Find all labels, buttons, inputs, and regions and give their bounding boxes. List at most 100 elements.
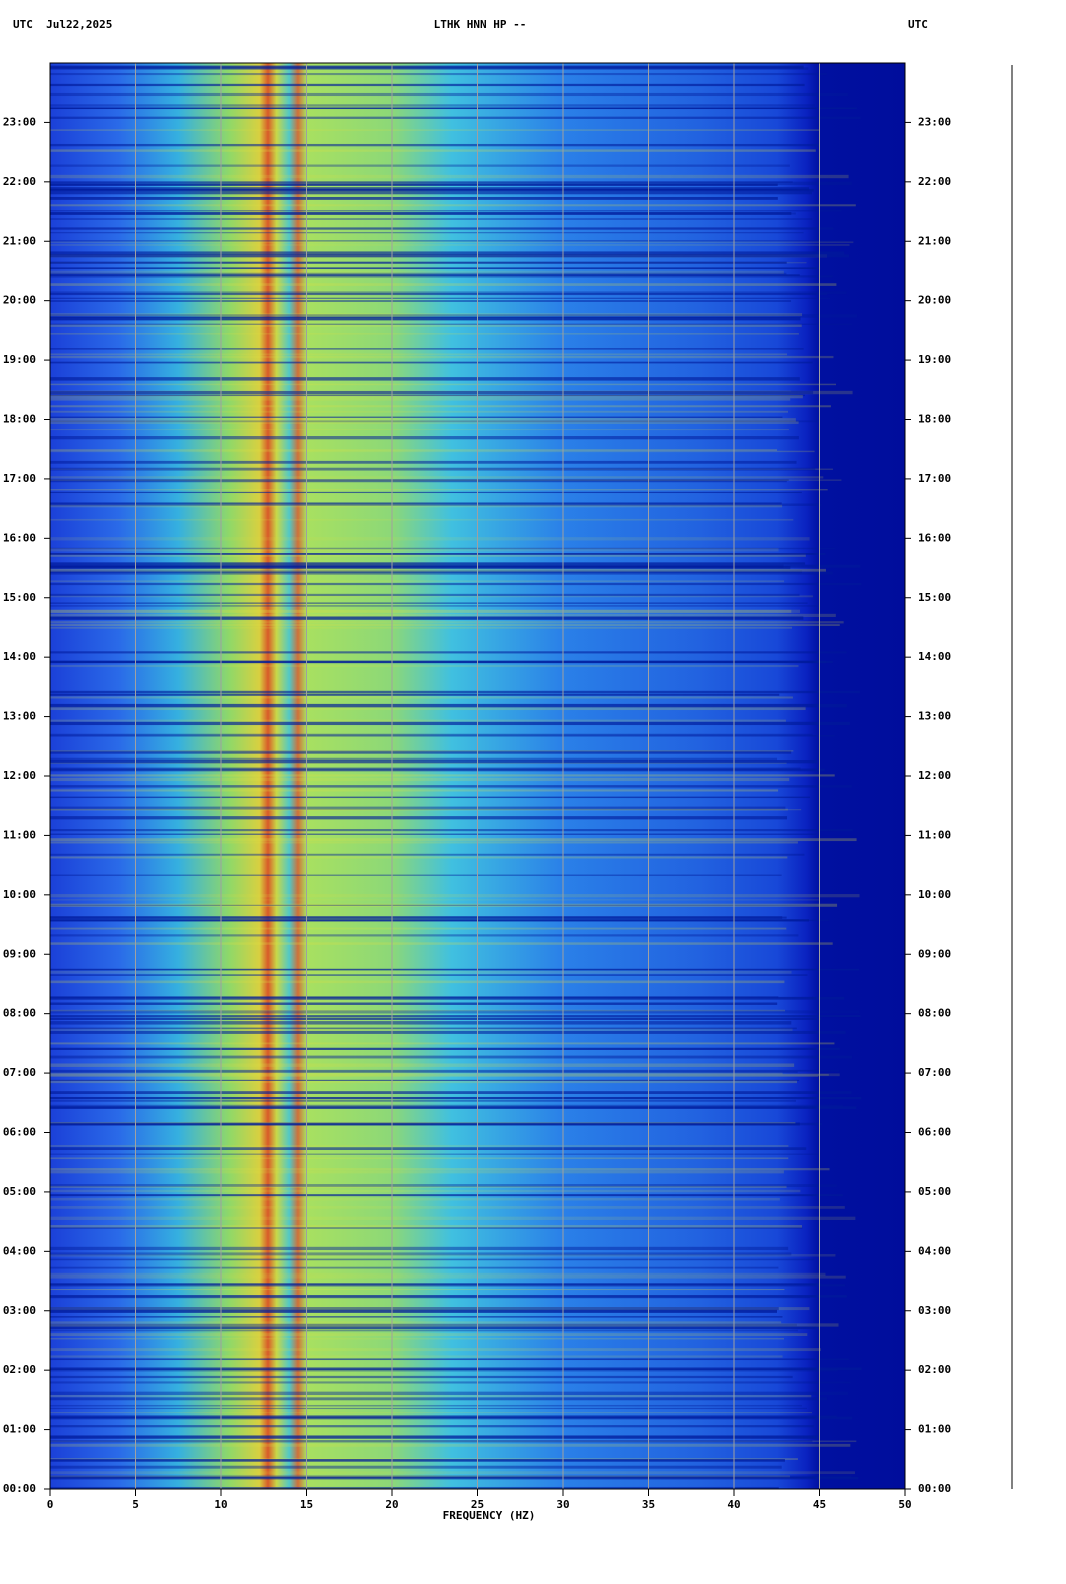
texture-stripe	[50, 518, 794, 521]
texture-stripe	[50, 1284, 846, 1287]
texture-stripe	[50, 1338, 785, 1340]
y-tick-label: 06:00	[3, 1126, 36, 1139]
texture-stripe	[50, 1063, 795, 1067]
texture-stripe	[50, 582, 862, 586]
texture-stripe	[50, 942, 833, 945]
texture-stripe	[50, 760, 817, 764]
texture-stripe	[50, 1475, 790, 1479]
texture-stripe	[50, 980, 785, 984]
texture-stripe	[50, 1153, 821, 1155]
y-tick-label: 10:00	[3, 888, 36, 901]
texture-stripe	[50, 1028, 793, 1032]
texture-stripe	[50, 1309, 778, 1313]
texture-stripe	[50, 580, 785, 583]
plot-frame	[49, 62, 906, 1490]
texture-stripe	[50, 785, 852, 788]
texture-stripe	[50, 1015, 861, 1018]
texture-stripe	[50, 1367, 862, 1371]
texture-stripe	[50, 809, 802, 811]
y-tick-label: 18:00	[918, 413, 951, 426]
texture-stripe	[50, 1252, 792, 1256]
texture-stripe	[50, 609, 792, 613]
y-tick-label: 14:00	[918, 650, 951, 663]
texture-stripe	[50, 1194, 843, 1197]
texture-stripe	[50, 816, 788, 820]
texture-stripe	[50, 480, 787, 483]
texture-stripe	[50, 703, 847, 708]
texture-stripe	[50, 1021, 792, 1025]
texture-stripe	[50, 92, 848, 97]
texture-stripe	[50, 721, 850, 726]
texture-stripe	[50, 968, 860, 971]
texture-stripe	[50, 1227, 803, 1229]
texture-stripe	[50, 1411, 812, 1414]
texture-stripe	[50, 690, 860, 694]
texture-stripe	[50, 1047, 840, 1050]
texture-stripe	[50, 750, 794, 752]
y-tick-label: 22:00	[3, 175, 36, 188]
texture-stripe	[50, 1258, 815, 1261]
texture-stripe	[50, 1157, 789, 1160]
texture-stripe	[50, 1375, 793, 1379]
y-tick-label: 20:00	[918, 294, 951, 307]
texture-stripe	[50, 300, 792, 302]
texture-stripe	[50, 291, 847, 295]
texture-stripe	[50, 1069, 840, 1072]
texture-stripe	[50, 757, 778, 761]
texture-stripe	[50, 149, 816, 152]
texture-stripe	[50, 1079, 800, 1081]
texture-stripe	[50, 777, 790, 782]
texture-stripe	[50, 1009, 786, 1012]
texture-stripe	[50, 467, 816, 471]
texture-stripe	[50, 1266, 779, 1269]
x-tick-label: 0	[47, 1498, 54, 1511]
y-tick-label: 16:00	[3, 531, 36, 544]
texture-stripe	[50, 996, 845, 1000]
texture-stripe	[50, 735, 835, 737]
chart-title: LTHK HNN HP --	[434, 18, 527, 31]
texture-stripe	[50, 240, 845, 242]
texture-stripe	[50, 251, 845, 255]
texture-stripe	[50, 1099, 797, 1102]
texture-stripe	[50, 919, 810, 922]
texture-stripe	[50, 1307, 810, 1311]
texture-stripe	[50, 1329, 798, 1332]
texture-stripe	[50, 323, 853, 325]
x-tick-label: 10	[214, 1498, 227, 1511]
texture-stripe	[50, 1122, 822, 1126]
texture-stripe	[50, 613, 836, 617]
texture-stripe	[50, 272, 787, 275]
x-tick-label: 25	[471, 1498, 484, 1511]
texture-stripe	[50, 894, 860, 898]
texture-stripe	[50, 919, 829, 922]
texture-stripe	[50, 1170, 784, 1174]
texture-stripe	[50, 143, 820, 147]
texture-stripe	[50, 241, 854, 244]
texture-stripe	[50, 1272, 826, 1277]
texture-stripe	[50, 553, 806, 557]
texture-stripe	[50, 1415, 837, 1418]
texture-stripe	[50, 1096, 862, 1100]
texture-stripe	[50, 537, 810, 541]
texture-stripe	[50, 489, 828, 491]
texture-stripe	[50, 503, 822, 506]
texture-stripe	[50, 218, 813, 220]
right-label: UTC	[908, 18, 928, 31]
texture-stripe	[50, 1316, 783, 1318]
texture-stripe	[50, 1030, 846, 1034]
texture-stripe	[50, 129, 819, 131]
texture-stripe	[50, 324, 802, 327]
texture-stripe	[50, 1443, 851, 1447]
texture-stripe	[50, 1197, 780, 1201]
texture-stripe	[50, 460, 797, 464]
texture-stripe	[50, 1295, 847, 1298]
texture-stripe	[50, 1246, 789, 1251]
y-tick-label: 20:00	[3, 294, 36, 307]
texture-stripe	[50, 244, 850, 246]
texture-stripe	[50, 1075, 819, 1077]
y-tick-label: 13:00	[918, 710, 951, 723]
texture-stripe	[50, 1055, 853, 1059]
x-tick-label: 40	[727, 1498, 740, 1511]
texture-stripe	[50, 593, 800, 597]
texture-stripe	[50, 927, 787, 930]
